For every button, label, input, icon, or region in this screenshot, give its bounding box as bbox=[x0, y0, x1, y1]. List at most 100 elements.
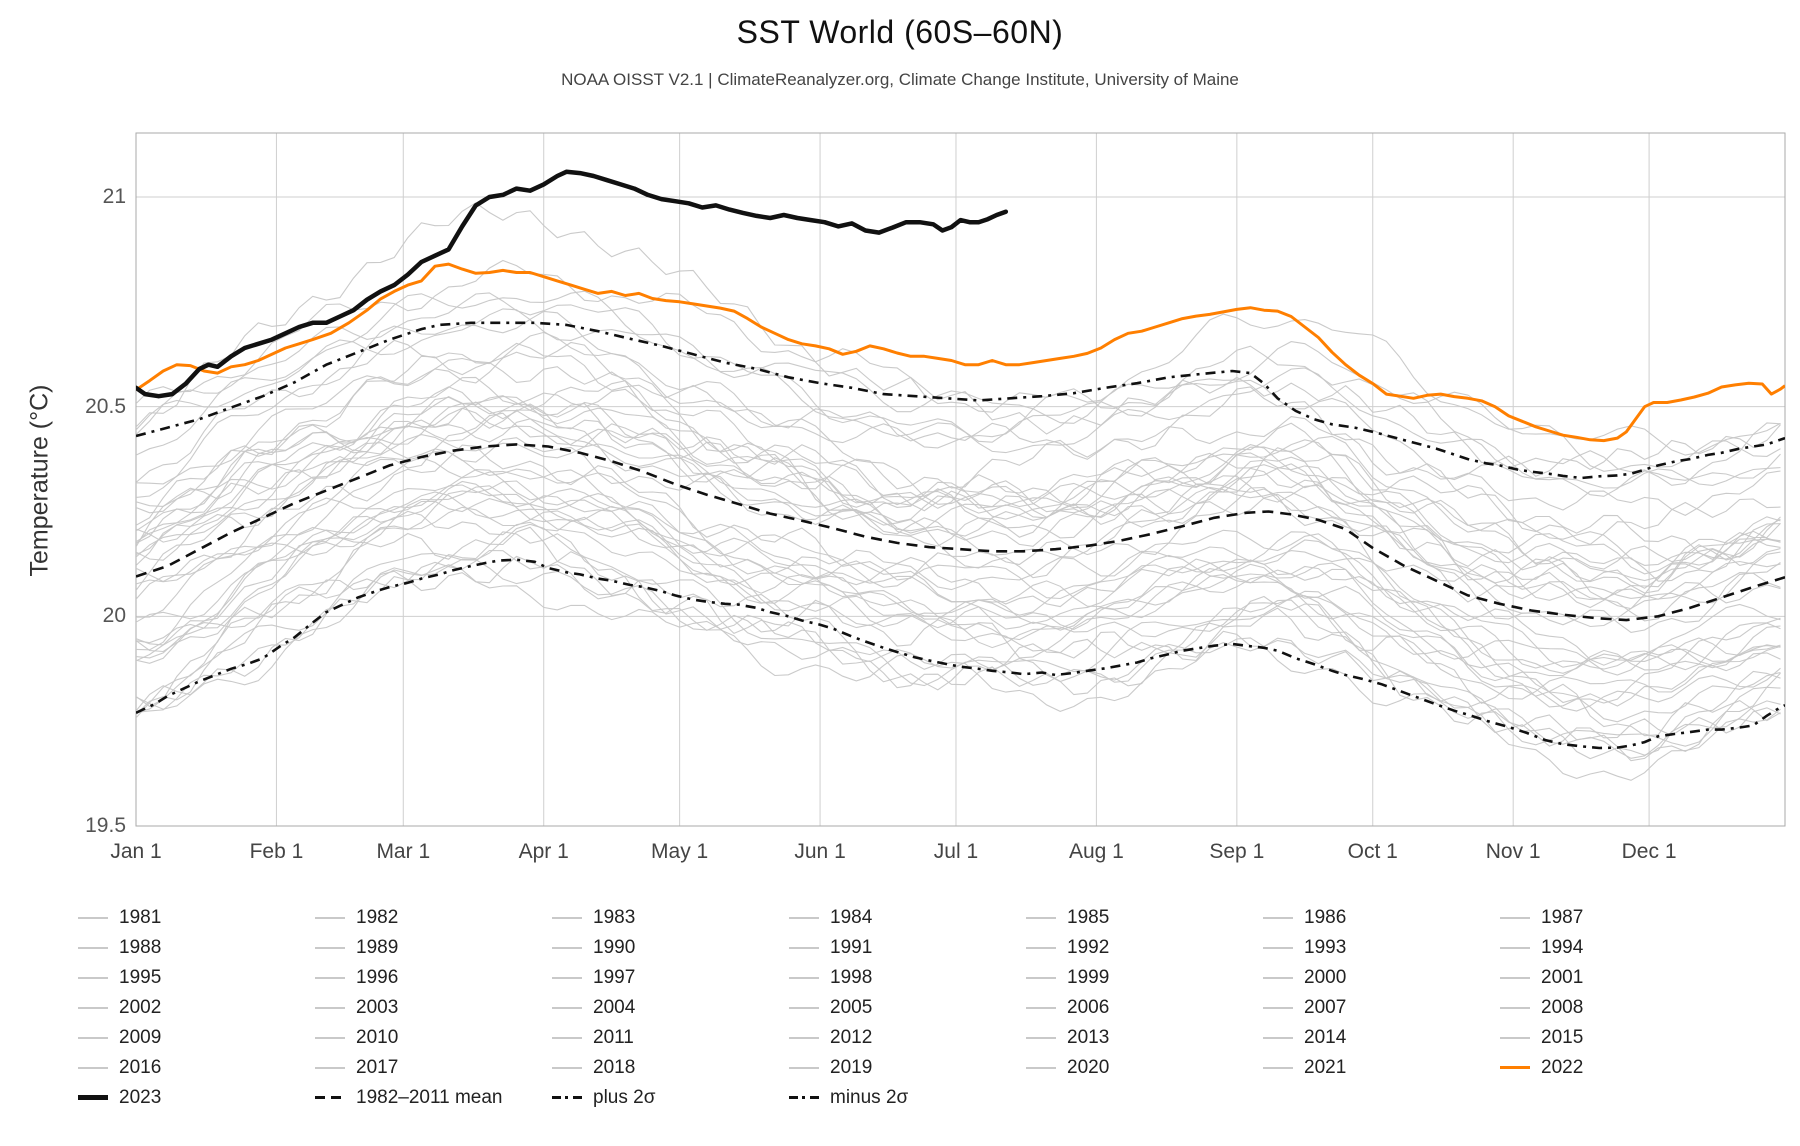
legend-label: 1997 bbox=[593, 966, 636, 988]
series-2023-line bbox=[136, 169, 1009, 399]
legend-label: 1984 bbox=[830, 906, 873, 928]
legend-item-2002[interactable]: 2002 bbox=[78, 997, 315, 1018]
legend-item-2010[interactable]: 2010 bbox=[315, 1027, 552, 1048]
year-line-2001 bbox=[136, 437, 1781, 633]
legend-item-2017[interactable]: 2017 bbox=[315, 1057, 552, 1078]
year-line-1986 bbox=[136, 523, 1781, 747]
legend-item-2015[interactable]: 2015 bbox=[1500, 1027, 1737, 1048]
legend-item-2019[interactable]: 2019 bbox=[789, 1057, 1026, 1078]
legend-item-2001[interactable]: 2001 bbox=[1500, 967, 1737, 988]
x-tick-label: Jan 1 bbox=[110, 840, 162, 863]
year-line-2014 bbox=[136, 355, 1781, 546]
legend-label: 1985 bbox=[1067, 906, 1110, 928]
legend-swatch bbox=[789, 946, 819, 949]
legend-label: 2018 bbox=[593, 1056, 636, 1078]
legend-item-2005[interactable]: 2005 bbox=[789, 997, 1026, 1018]
year-line-1992 bbox=[136, 526, 1781, 737]
legend-label: 1996 bbox=[356, 966, 399, 988]
legend-item-2004[interactable]: 2004 bbox=[552, 997, 789, 1018]
legend-item-2012[interactable]: 2012 bbox=[789, 1027, 1026, 1048]
x-tick-label: Jul 1 bbox=[933, 840, 979, 863]
legend-label: 1993 bbox=[1304, 936, 1347, 958]
legend-item-1996[interactable]: 1996 bbox=[315, 967, 552, 988]
year-line-2010 bbox=[136, 331, 1781, 566]
legend-swatch bbox=[78, 946, 108, 949]
year-line-1997 bbox=[136, 444, 1781, 583]
legend-item-1994[interactable]: 1994 bbox=[1500, 937, 1737, 958]
year-line-2004 bbox=[136, 412, 1781, 610]
year-line-2008 bbox=[136, 434, 1781, 628]
legend-item-1985[interactable]: 1985 bbox=[1026, 907, 1263, 928]
legend-label: 2013 bbox=[1067, 1026, 1110, 1048]
legend-item-1997[interactable]: 1997 bbox=[552, 967, 789, 988]
legend-item-2014[interactable]: 2014 bbox=[1263, 1027, 1500, 1048]
legend-item-1990[interactable]: 1990 bbox=[552, 937, 789, 958]
legend-item-1993[interactable]: 1993 bbox=[1263, 937, 1500, 958]
legend-label: 1987 bbox=[1541, 906, 1584, 928]
legend-item-2009[interactable]: 2009 bbox=[78, 1027, 315, 1048]
year-line-2013 bbox=[136, 380, 1781, 582]
x-tick-label: Aug 1 bbox=[1068, 840, 1124, 863]
legend-item-2011[interactable]: 2011 bbox=[552, 1027, 789, 1048]
legend-item-2018[interactable]: 2018 bbox=[552, 1057, 789, 1078]
year-line-1985 bbox=[136, 564, 1781, 781]
legend-item-minus-2-[interactable]: minus 2σ bbox=[789, 1087, 1026, 1108]
legend-label: 2015 bbox=[1541, 1026, 1584, 1048]
x-tick-label: Oct 1 bbox=[1347, 840, 1398, 863]
legend-swatch bbox=[1263, 1036, 1293, 1039]
legend-swatch bbox=[552, 1036, 582, 1039]
legend-item-2000[interactable]: 2000 bbox=[1263, 967, 1500, 988]
legend-label: 2008 bbox=[1541, 996, 1584, 1018]
minus-2sigma-line bbox=[136, 558, 1785, 750]
legend-label: 2020 bbox=[1067, 1056, 1110, 1078]
legend-swatch bbox=[78, 1036, 108, 1039]
legend-label: minus 2σ bbox=[830, 1086, 909, 1108]
plus-2sigma-line bbox=[136, 321, 1785, 480]
legend-item-2008[interactable]: 2008 bbox=[1500, 997, 1737, 1018]
legend-label: 1999 bbox=[1067, 966, 1110, 988]
legend-item-1984[interactable]: 1984 bbox=[789, 907, 1026, 928]
legend-item-2006[interactable]: 2006 bbox=[1026, 997, 1263, 1018]
legend-label: 1994 bbox=[1541, 936, 1584, 958]
legend-item-2003[interactable]: 2003 bbox=[315, 997, 552, 1018]
series-2022-line bbox=[136, 262, 1785, 443]
legend-item-2013[interactable]: 2013 bbox=[1026, 1027, 1263, 1048]
legend-item-2022[interactable]: 2022 bbox=[1500, 1057, 1737, 1078]
legend-item-2021[interactable]: 2021 bbox=[1263, 1057, 1500, 1078]
legend-item-1989[interactable]: 1989 bbox=[315, 937, 552, 958]
legend-item-1982[interactable]: 1982 bbox=[315, 907, 552, 928]
year-line-1981 bbox=[136, 531, 1781, 762]
legend-swatch bbox=[1026, 946, 1056, 949]
legend-item-1998[interactable]: 1998 bbox=[789, 967, 1026, 988]
legend-swatch bbox=[315, 976, 345, 979]
legend-label: 1982–2011 mean bbox=[356, 1086, 503, 1108]
legend-item-1983[interactable]: 1983 bbox=[552, 907, 789, 928]
legend-item-2020[interactable]: 2020 bbox=[1026, 1057, 1263, 1078]
legend-swatch bbox=[789, 1006, 819, 1009]
legend-item-1986[interactable]: 1986 bbox=[1263, 907, 1500, 928]
legend-swatch bbox=[78, 1095, 108, 1100]
legend-item-1982-2011-mean[interactable]: 1982–2011 mean bbox=[315, 1087, 552, 1108]
legend-item-1988[interactable]: 1988 bbox=[78, 937, 315, 958]
legend-swatch bbox=[1026, 1066, 1056, 1069]
legend-item-1995[interactable]: 1995 bbox=[78, 967, 315, 988]
legend-swatch bbox=[1263, 1066, 1293, 1069]
legend-item-plus-2-[interactable]: plus 2σ bbox=[552, 1087, 789, 1108]
legend-item-1991[interactable]: 1991 bbox=[789, 937, 1026, 958]
legend-item-1999[interactable]: 1999 bbox=[1026, 967, 1263, 988]
legend-item-1987[interactable]: 1987 bbox=[1500, 907, 1737, 928]
legend-label: 2022 bbox=[1541, 1056, 1584, 1078]
legend-item-2023[interactable]: 2023 bbox=[78, 1087, 315, 1108]
legend-swatch bbox=[1500, 916, 1530, 919]
legend-label: 2016 bbox=[119, 1056, 162, 1078]
legend-item-1981[interactable]: 1981 bbox=[78, 907, 315, 928]
legend-item-1992[interactable]: 1992 bbox=[1026, 937, 1263, 958]
legend-item-2016[interactable]: 2016 bbox=[78, 1057, 315, 1078]
legend-swatch bbox=[315, 1036, 345, 1039]
year-line-1987 bbox=[136, 510, 1781, 707]
legend-swatch bbox=[789, 1036, 819, 1039]
year-line-2005 bbox=[136, 395, 1781, 600]
legend-item-2007[interactable]: 2007 bbox=[1263, 997, 1500, 1018]
legend-swatch bbox=[1026, 1036, 1056, 1039]
